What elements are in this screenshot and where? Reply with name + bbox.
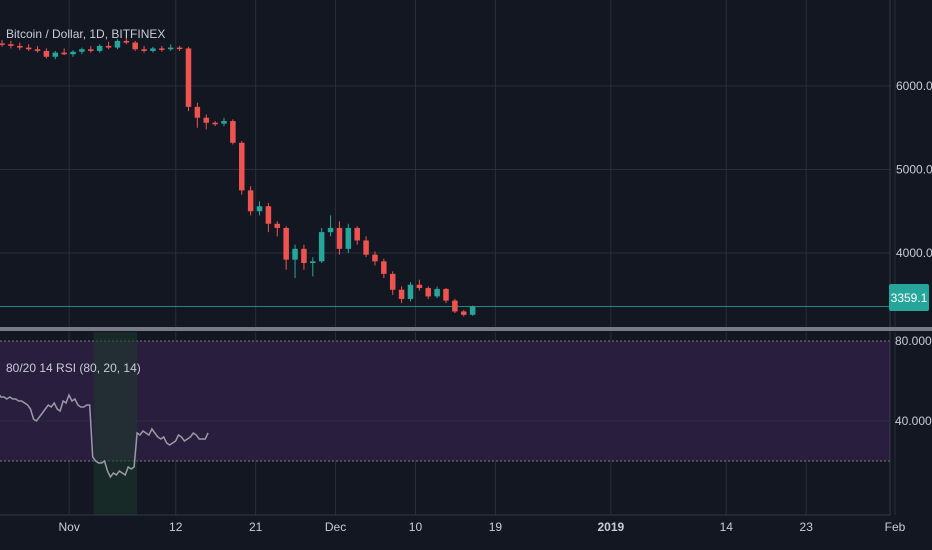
candle-body bbox=[0, 43, 5, 45]
candle-body bbox=[310, 261, 316, 264]
candle-body bbox=[43, 50, 50, 57]
price-tick-label: 4000.0 bbox=[896, 246, 932, 260]
panel-divider bbox=[0, 327, 932, 331]
time-tick-label: 10 bbox=[409, 520, 423, 534]
time-tick-label: 14 bbox=[720, 520, 734, 534]
time-tick-label: 12 bbox=[169, 520, 183, 534]
candle-body bbox=[105, 45, 112, 48]
candle-body bbox=[203, 117, 209, 123]
time-tick-label: 21 bbox=[249, 520, 263, 534]
candle-body bbox=[416, 284, 423, 289]
candle-body bbox=[336, 227, 343, 249]
candle-body bbox=[407, 284, 414, 299]
candle-body bbox=[61, 52, 67, 55]
candle-body bbox=[132, 42, 138, 50]
candle-body bbox=[274, 223, 281, 228]
price-tick-label: 5000.0 bbox=[896, 163, 932, 177]
candle-body bbox=[247, 190, 254, 212]
axes: 6000.0 5000.0 4000.0 80.0000 40.0000 Nov 12 21 D… bbox=[0, 0, 932, 534]
time-tick-label: 19 bbox=[489, 520, 503, 534]
rsi-title: 80/20 14 RSI (80, 20, 14) bbox=[6, 361, 141, 375]
candle-body bbox=[176, 47, 183, 50]
rsi-background bbox=[0, 332, 890, 515]
candle-body bbox=[452, 300, 458, 312]
rsi-oversold-highlight bbox=[93, 332, 138, 515]
candle-body bbox=[345, 227, 352, 249]
candle-body bbox=[434, 288, 440, 297]
rsi-tick-label: 40.0000 bbox=[895, 414, 932, 428]
candle-body bbox=[88, 49, 94, 51]
time-tick-label: 2019 bbox=[597, 520, 624, 534]
time-tick-label: Dec bbox=[325, 520, 346, 534]
time-tick-label: Feb bbox=[885, 520, 906, 534]
candle-body bbox=[114, 40, 121, 48]
chart-title: Bitcoin / Dollar, 1D, BITFINEX bbox=[6, 27, 166, 41]
candle-body bbox=[194, 106, 201, 118]
candle-body bbox=[363, 240, 369, 255]
candle-body bbox=[8, 44, 14, 46]
time-tick-label: Nov bbox=[58, 520, 79, 534]
candle-body bbox=[461, 311, 467, 315]
candle-body bbox=[25, 47, 32, 50]
candle-body bbox=[265, 206, 272, 224]
candle-body bbox=[167, 47, 174, 50]
candle-body bbox=[389, 273, 396, 290]
candle-body bbox=[96, 45, 103, 51]
candle-body bbox=[469, 306, 476, 315]
rsi-series bbox=[0, 393, 209, 479]
candle-body bbox=[230, 121, 236, 143]
candle-body bbox=[141, 49, 147, 51]
candle-body bbox=[283, 227, 289, 260]
candle-body bbox=[372, 254, 378, 262]
candle-body bbox=[354, 227, 360, 241]
price-tick-label: 6000.0 bbox=[896, 79, 932, 93]
candle-body bbox=[52, 52, 59, 57]
candle-body bbox=[185, 48, 192, 107]
candlestick-series bbox=[0, 37, 890, 317]
candle-body bbox=[70, 51, 76, 55]
candle-body bbox=[301, 248, 307, 264]
candle-body bbox=[79, 49, 85, 52]
candle-body bbox=[17, 45, 23, 48]
candle-body bbox=[425, 288, 431, 297]
rsi-line bbox=[0, 393, 209, 479]
time-tick-label: 23 bbox=[800, 520, 814, 534]
candle-body bbox=[212, 122, 218, 125]
candle-body bbox=[123, 40, 130, 43]
candle-body bbox=[398, 289, 405, 299]
candle-body bbox=[256, 206, 263, 212]
candle-body bbox=[292, 248, 298, 260]
candle-body bbox=[34, 49, 41, 51]
rsi-tick-label: 80.0000 bbox=[895, 334, 932, 348]
candle-body bbox=[327, 227, 334, 233]
last-price-tag: 3359.1 bbox=[889, 284, 929, 311]
candle-body bbox=[159, 48, 165, 50]
candle-body bbox=[318, 232, 325, 262]
candle-body bbox=[221, 121, 227, 124]
candle-body bbox=[150, 48, 156, 51]
rsi-band-fill bbox=[0, 341, 890, 461]
candle-body bbox=[443, 288, 449, 301]
candle-body bbox=[381, 261, 387, 274]
candle-body bbox=[239, 142, 245, 191]
